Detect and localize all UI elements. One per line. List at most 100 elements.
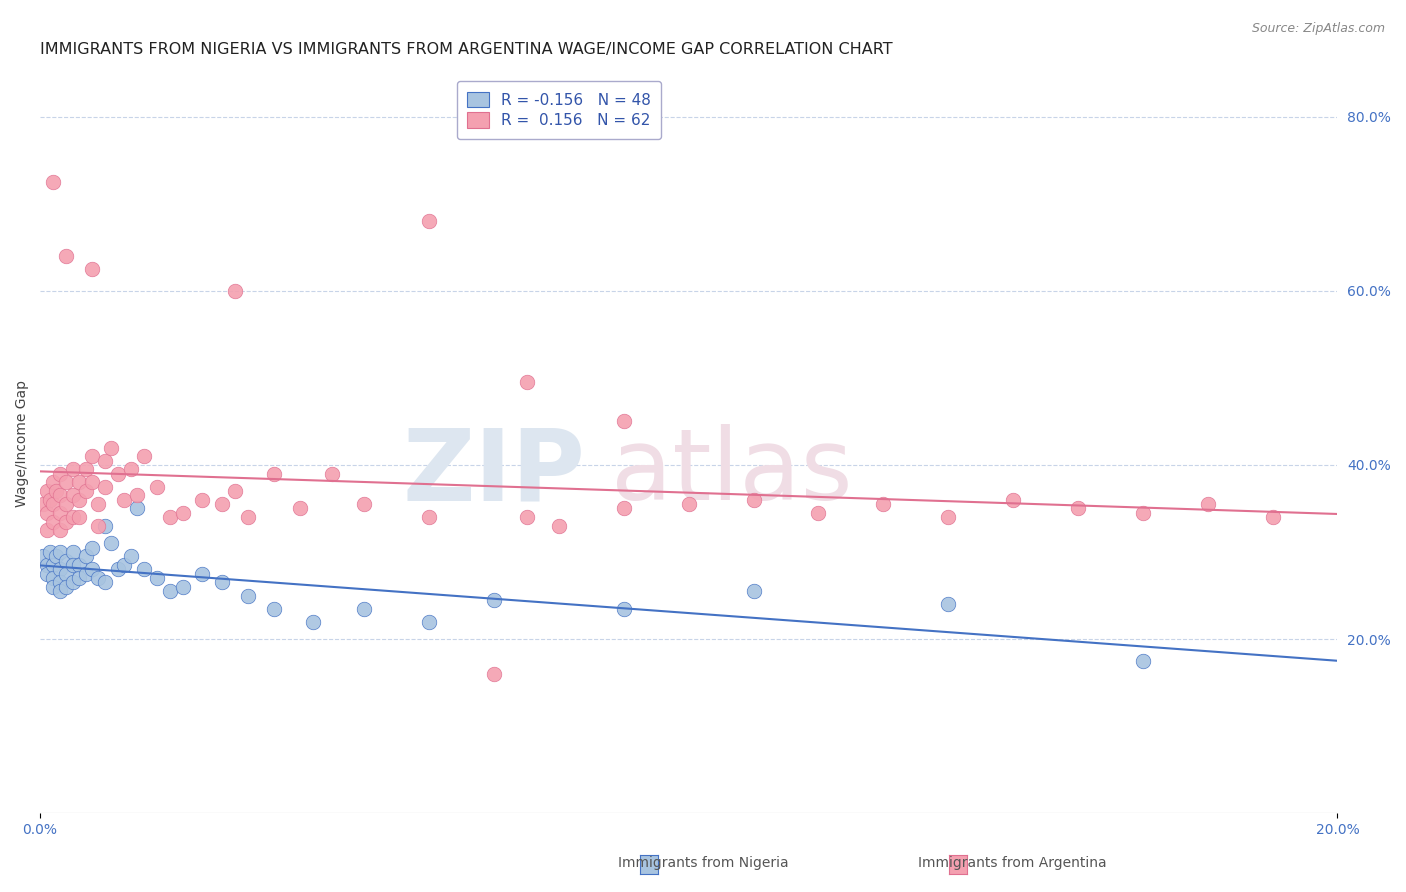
- Point: [75, 484, 97, 499]
- Point: [172, 580, 194, 594]
- Point: [55, 580, 77, 594]
- Point: [42, 175, 65, 189]
- Point: [211, 575, 233, 590]
- Point: [42, 515, 65, 529]
- Point: [55, 249, 77, 263]
- Point: [62, 462, 84, 476]
- Point: [35, 566, 58, 581]
- Point: [35, 484, 58, 499]
- Point: [516, 510, 538, 524]
- Point: [418, 510, 440, 524]
- Point: [548, 519, 571, 533]
- Point: [114, 492, 136, 507]
- Point: [613, 601, 636, 615]
- Point: [936, 510, 959, 524]
- Point: [75, 549, 97, 564]
- Point: [87, 497, 110, 511]
- Point: [159, 584, 181, 599]
- Point: [742, 492, 765, 507]
- Point: [80, 262, 103, 277]
- Point: [807, 506, 830, 520]
- Point: [75, 462, 97, 476]
- Text: Source: ZipAtlas.com: Source: ZipAtlas.com: [1251, 22, 1385, 36]
- Point: [48, 584, 70, 599]
- Point: [288, 501, 311, 516]
- Point: [613, 501, 636, 516]
- Point: [482, 666, 505, 681]
- Point: [62, 488, 84, 502]
- Text: ZIP: ZIP: [402, 425, 585, 521]
- Point: [38, 545, 60, 559]
- Point: [1261, 510, 1284, 524]
- Point: [94, 453, 117, 467]
- Point: [146, 571, 169, 585]
- Point: [55, 566, 77, 581]
- Point: [172, 506, 194, 520]
- Y-axis label: Wage/Income Gap: Wage/Income Gap: [15, 380, 30, 507]
- Point: [936, 597, 959, 611]
- Text: IMMIGRANTS FROM NIGERIA VS IMMIGRANTS FROM ARGENTINA WAGE/INCOME GAP CORRELATION: IMMIGRANTS FROM NIGERIA VS IMMIGRANTS FR…: [41, 42, 893, 57]
- Point: [482, 592, 505, 607]
- Point: [32, 497, 55, 511]
- Point: [94, 519, 117, 533]
- Point: [224, 284, 246, 298]
- Point: [114, 558, 136, 572]
- Point: [67, 475, 90, 490]
- Point: [48, 575, 70, 590]
- Point: [42, 558, 65, 572]
- Point: [236, 510, 259, 524]
- Point: [62, 558, 84, 572]
- Point: [80, 475, 103, 490]
- Point: [146, 480, 169, 494]
- Point: [62, 575, 84, 590]
- Point: [67, 558, 90, 572]
- Point: [418, 214, 440, 228]
- Point: [42, 475, 65, 490]
- Point: [38, 492, 60, 507]
- Point: [67, 510, 90, 524]
- Text: Immigrants from Nigeria: Immigrants from Nigeria: [617, 856, 789, 870]
- Point: [62, 545, 84, 559]
- Point: [132, 449, 155, 463]
- Point: [62, 510, 84, 524]
- Legend: R = -0.156   N = 48, R =  0.156   N = 62: R = -0.156 N = 48, R = 0.156 N = 62: [457, 81, 661, 139]
- Point: [100, 441, 122, 455]
- Point: [100, 536, 122, 550]
- Point: [45, 549, 67, 564]
- Point: [48, 506, 70, 520]
- Point: [353, 497, 375, 511]
- Point: [45, 484, 67, 499]
- Point: [418, 615, 440, 629]
- Point: [321, 467, 343, 481]
- Point: [94, 575, 117, 590]
- Point: [87, 571, 110, 585]
- Point: [132, 562, 155, 576]
- Point: [1067, 501, 1090, 516]
- Point: [80, 449, 103, 463]
- Point: [48, 562, 70, 576]
- Point: [301, 615, 323, 629]
- Point: [107, 467, 129, 481]
- Point: [55, 475, 77, 490]
- Point: [678, 497, 700, 511]
- Point: [191, 566, 214, 581]
- Point: [120, 549, 142, 564]
- Point: [32, 549, 55, 564]
- Point: [127, 501, 149, 516]
- Text: atlas: atlas: [612, 425, 852, 521]
- Point: [42, 571, 65, 585]
- Point: [191, 492, 214, 507]
- Point: [742, 584, 765, 599]
- Point: [55, 497, 77, 511]
- Point: [120, 462, 142, 476]
- Point: [55, 554, 77, 568]
- Point: [35, 523, 58, 537]
- Point: [67, 492, 90, 507]
- Point: [1132, 654, 1154, 668]
- Point: [107, 562, 129, 576]
- Point: [75, 566, 97, 581]
- Point: [48, 467, 70, 481]
- Point: [613, 414, 636, 428]
- Point: [42, 497, 65, 511]
- Point: [872, 497, 894, 511]
